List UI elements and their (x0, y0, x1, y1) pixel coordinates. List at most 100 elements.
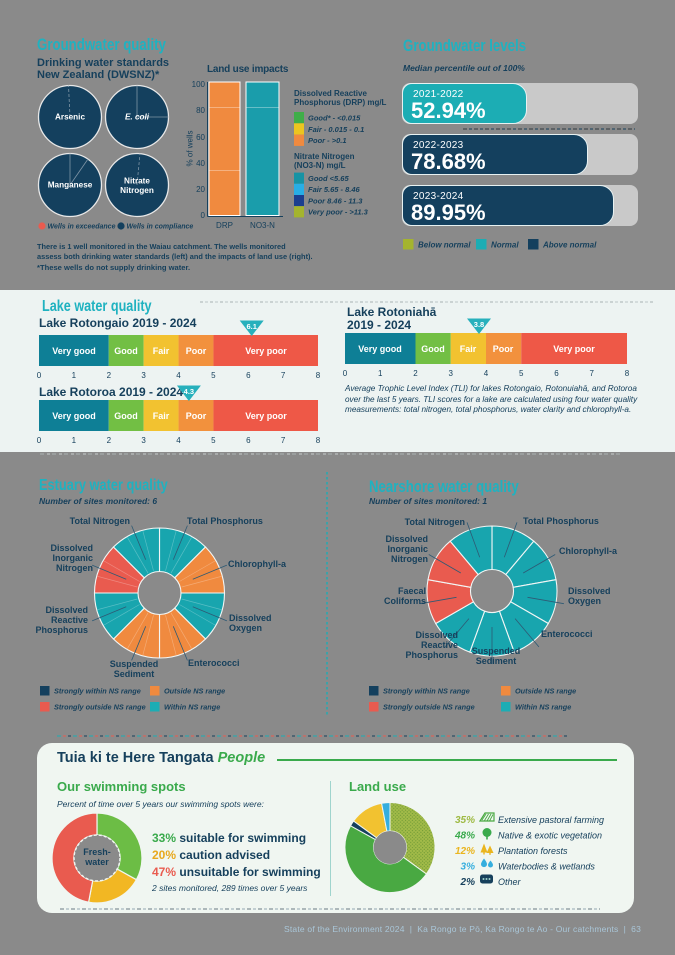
svg-text:Poor: Poor (186, 411, 207, 421)
svg-text:8: 8 (625, 369, 630, 378)
svg-text:Nitrogen: Nitrogen (391, 554, 428, 564)
svg-text:Strongly within NS range: Strongly within NS range (383, 687, 470, 696)
svg-text:5: 5 (211, 436, 216, 445)
svg-text:Strongly outside NS range: Strongly outside NS range (383, 703, 475, 712)
svg-text:4: 4 (484, 369, 489, 378)
svg-text:Poor: Poor (493, 344, 514, 354)
svg-text:3: 3 (141, 436, 146, 445)
svg-text:35%: 35% (455, 815, 475, 826)
svg-text:Within NS range: Within NS range (164, 703, 220, 712)
svg-text:E. coli: E. coli (125, 113, 150, 122)
svg-text:Phosphorus: Phosphorus (405, 650, 458, 660)
svg-text:Dissolved: Dissolved (229, 613, 272, 623)
svg-text:0: 0 (343, 369, 348, 378)
svg-text:2: 2 (107, 436, 112, 445)
svg-text:2%: 2% (460, 877, 476, 888)
svg-text:Above normal: Above normal (542, 241, 597, 250)
svg-text:Nitrogen: Nitrogen (56, 563, 93, 573)
svg-text:Good: Good (114, 346, 138, 356)
svg-text:60: 60 (196, 133, 205, 142)
svg-text:2: 2 (413, 369, 418, 378)
svg-text:Very good: Very good (52, 411, 96, 421)
svg-text:Below normal: Below normal (418, 241, 471, 250)
svg-text:Very poor - >11.3: Very poor - >11.3 (308, 208, 369, 217)
svg-text:Enterococci: Enterococci (541, 629, 593, 639)
svg-text:Very good: Very good (52, 346, 96, 356)
svg-text:5: 5 (519, 369, 524, 378)
svg-text:Oxygen: Oxygen (568, 596, 601, 606)
svg-text:Other: Other (498, 877, 522, 887)
svg-text:Faecal: Faecal (398, 586, 426, 596)
svg-text:3.8: 3.8 (474, 320, 484, 329)
svg-text:1: 1 (72, 436, 77, 445)
svg-text:Dissolved: Dissolved (568, 586, 611, 596)
svg-text:Good: Good (114, 411, 138, 421)
svg-text:Lake Rotongaio 2019 - 2024: Lake Rotongaio 2019 - 2024 (39, 316, 197, 330)
svg-text:0: 0 (37, 436, 42, 445)
svg-text:7: 7 (281, 436, 286, 445)
svg-text:Waterbodies & wetlands: Waterbodies & wetlands (498, 862, 595, 872)
svg-text:Total Phosphorus: Total Phosphorus (523, 516, 599, 526)
svg-text:0: 0 (37, 371, 42, 380)
svg-text:Reactive: Reactive (421, 640, 458, 650)
svg-text:Sediment: Sediment (114, 669, 155, 679)
svg-text:6: 6 (246, 436, 251, 445)
svg-text:80: 80 (196, 106, 205, 115)
svg-text:Good* - <0.015: Good* - <0.015 (308, 114, 361, 123)
svg-text:100: 100 (192, 80, 206, 89)
svg-text:Strongly within NS range: Strongly within NS range (54, 687, 141, 696)
svg-text:Fair - 0.015 - 0.1: Fair - 0.015 - 0.1 (308, 125, 364, 134)
svg-text:Total Nitrogen: Total Nitrogen (70, 516, 130, 526)
svg-text:Inorganic: Inorganic (387, 544, 428, 554)
svg-text:4: 4 (176, 436, 181, 445)
svg-text:Dissolved: Dissolved (415, 630, 458, 640)
svg-text:Good: Good (421, 344, 445, 354)
svg-text:Lake Rotoroa 2019 - 2024: Lake Rotoroa 2019 - 2024 (39, 385, 183, 399)
svg-text:2: 2 (107, 371, 112, 380)
svg-text:Poor 8.46 - 11.3: Poor 8.46 - 11.3 (308, 196, 363, 205)
svg-text:3: 3 (448, 369, 453, 378)
svg-text:0: 0 (201, 211, 206, 220)
svg-text:Sediment: Sediment (476, 656, 517, 666)
svg-text:Total Phosphorus: Total Phosphorus (187, 516, 263, 526)
svg-text:6.1: 6.1 (246, 322, 256, 331)
svg-text:Native & exotic vegetation: Native & exotic vegetation (498, 831, 602, 841)
svg-text:Fair: Fair (153, 411, 170, 421)
svg-text:Good <5.65: Good <5.65 (308, 174, 349, 183)
svg-text:Reactive: Reactive (51, 615, 88, 625)
svg-text:3: 3 (141, 371, 146, 380)
svg-text:Phosphorus: Phosphorus (35, 625, 88, 635)
svg-text:Suspended: Suspended (472, 646, 521, 656)
svg-text:Dissolved: Dissolved (50, 543, 93, 553)
svg-text:Wells in exceedance: Wells in exceedance (48, 224, 116, 231)
svg-text:Enterococci: Enterococci (188, 658, 240, 668)
svg-text:Very good: Very good (358, 344, 402, 354)
svg-text:3%: 3% (461, 862, 476, 873)
svg-text:8: 8 (316, 436, 321, 445)
svg-text:40: 40 (196, 159, 205, 168)
svg-text:2019 - 2024: 2019 - 2024 (347, 318, 411, 332)
svg-text:Poor - >0.1: Poor - >0.1 (308, 136, 347, 145)
svg-text:48%: 48% (454, 831, 475, 842)
svg-text:Dissolved: Dissolved (45, 605, 88, 615)
svg-text:NO3-N: NO3-N (250, 221, 275, 230)
svg-text:Nitrogen: Nitrogen (120, 186, 154, 195)
svg-text:1: 1 (378, 369, 383, 378)
svg-text:6: 6 (554, 369, 559, 378)
svg-text:Plantation forests: Plantation forests (498, 846, 568, 856)
svg-text:Lake Rotoniahā: Lake Rotoniahā (347, 305, 437, 319)
svg-text:Fair: Fair (460, 344, 477, 354)
svg-text:8: 8 (316, 371, 321, 380)
svg-text:Poor: Poor (186, 346, 207, 356)
svg-text:Suspended: Suspended (110, 659, 159, 669)
svg-text:Outside NS range: Outside NS range (515, 687, 576, 696)
svg-text:4: 4 (176, 371, 181, 380)
svg-text:12%: 12% (455, 846, 475, 857)
svg-text:Fresh-: Fresh- (83, 847, 111, 857)
svg-text:Inorganic: Inorganic (52, 553, 93, 563)
svg-text:water: water (84, 857, 109, 867)
svg-text:1: 1 (72, 371, 77, 380)
svg-text:4.3: 4.3 (184, 387, 194, 396)
svg-text:Fair 5.65 - 8.46: Fair 5.65 - 8.46 (308, 185, 361, 194)
svg-text:5: 5 (211, 371, 216, 380)
